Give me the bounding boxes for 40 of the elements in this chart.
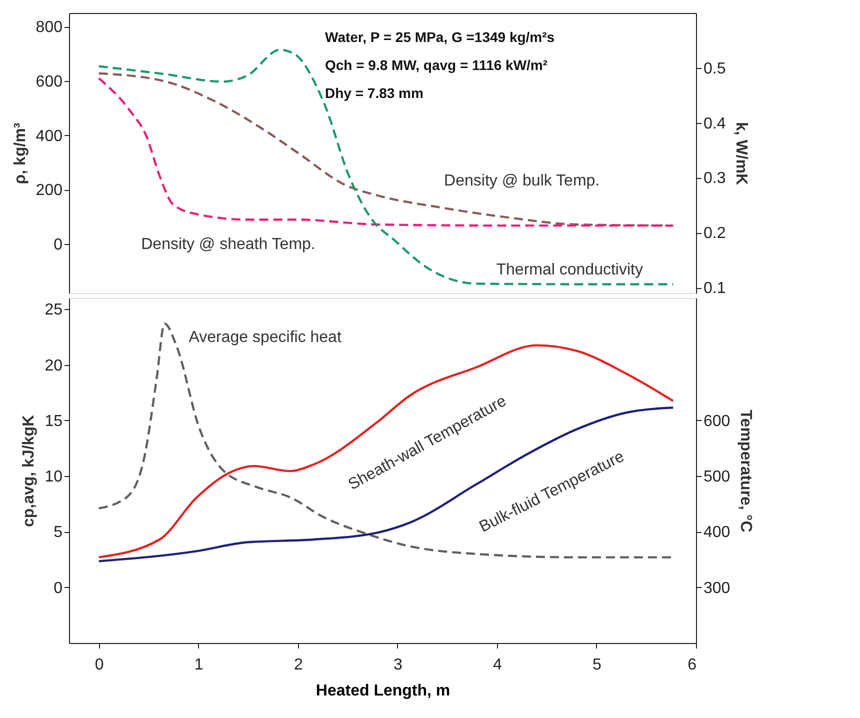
- y2-tick-label: 600: [704, 412, 730, 430]
- series-label: Average specific heat: [188, 328, 342, 346]
- y-axis-title: ρ, kg/m³: [12, 122, 29, 184]
- y2-tick-label: 0.1: [704, 280, 726, 298]
- y2-tick-label: 0.4: [704, 115, 726, 132]
- y-tick-label: 800: [36, 19, 63, 36]
- annotation: Water, P = 25 MPa, G =1349 kg/m²s: [325, 29, 555, 45]
- y-tick-label: 10: [44, 468, 63, 486]
- y2-tick-label: 0.3: [704, 170, 726, 188]
- y2-tick-label: 0.5: [704, 60, 726, 78]
- x-tick-label: 6: [688, 656, 697, 674]
- y-tick-label: 20: [44, 357, 63, 374]
- y-axis-title: cp,avg, kJ/kgK: [20, 414, 38, 528]
- series-label: Thermal conductivity: [496, 261, 643, 278]
- y2-tick-label: 0.2: [704, 225, 726, 242]
- y2-tick-label: 500: [704, 468, 730, 486]
- y-tick-label: 0: [54, 580, 63, 597]
- x-tick-label: 0: [94, 656, 104, 674]
- y2-tick-label: 300: [704, 580, 730, 597]
- x-tick-label: 1: [194, 656, 204, 674]
- x-tick-label: 4: [493, 656, 502, 674]
- y-tick-label: 600: [36, 73, 63, 90]
- annotation: Dhy = 7.83 mm: [325, 85, 424, 101]
- y2-axis-title: k, W/mK: [732, 122, 750, 186]
- y-tick-label: 0: [54, 236, 63, 254]
- line-series: [98, 48, 674, 286]
- x-tick-label: 5: [592, 656, 602, 674]
- x-axis-title: Heated Length, m: [316, 682, 450, 700]
- y-tick-label: 25: [44, 302, 63, 319]
- y2-axis-title: Temperature, °C: [737, 410, 754, 533]
- y-tick-label: 400: [36, 128, 63, 145]
- annotation: Qch = 9.8 MW, qavg = 1116 kW/m²: [325, 57, 548, 73]
- y-tick-label: 15: [44, 412, 63, 430]
- x-tick-label: 2: [294, 656, 303, 674]
- series-label: Density @ bulk Temp.: [444, 172, 600, 190]
- x-tick-label: 3: [393, 656, 402, 674]
- y2-tick-label: 400: [704, 524, 730, 542]
- y-tick-label: 5: [54, 524, 63, 542]
- y-tick-label: 200: [36, 182, 63, 200]
- series-label: Density @ sheath Temp.: [141, 236, 316, 254]
